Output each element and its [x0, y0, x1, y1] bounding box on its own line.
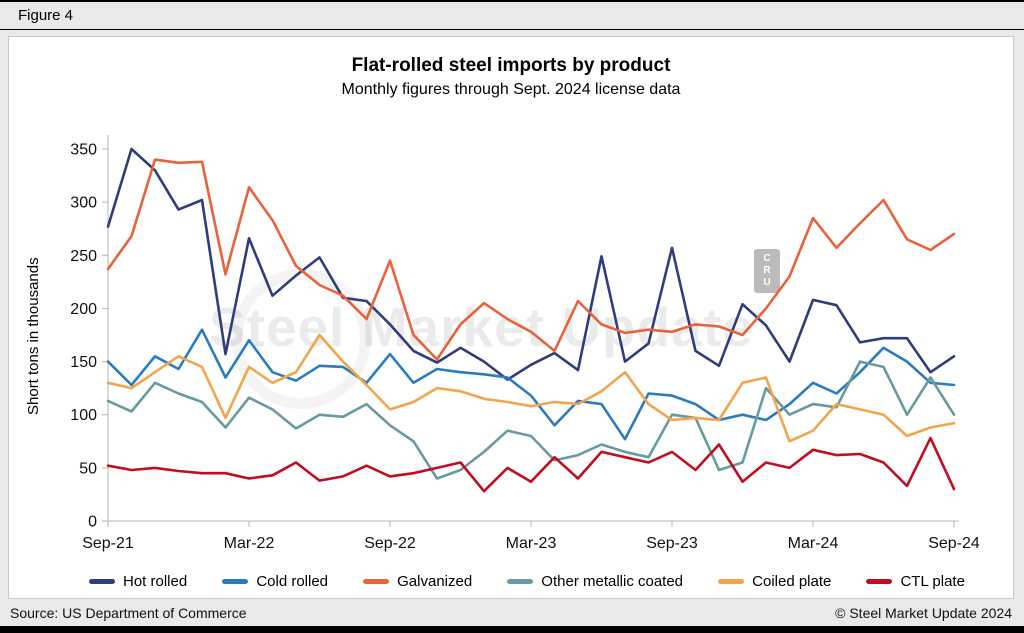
- watermark-ring-logo: [231, 269, 371, 409]
- svg-text:250: 250: [70, 248, 97, 265]
- svg-text:0: 0: [88, 514, 97, 531]
- legend-item-coiled-plate: Coiled plate: [718, 573, 831, 590]
- svg-text:200: 200: [70, 301, 97, 318]
- chart-legend: Hot rolled Cold rolled Galvanized Other met…: [89, 573, 965, 590]
- legend-item-other-metallic-coated: Other metallic coated: [507, 573, 683, 590]
- legend-item-hot-rolled: Hot rolled: [89, 573, 187, 590]
- legend-item-cold-rolled: Cold rolled: [222, 573, 328, 590]
- legend-item-galvanized: Galvanized: [363, 573, 472, 590]
- legend-swatch: [866, 579, 893, 584]
- source-credit: Source: US Department of Commerce: [10, 605, 247, 621]
- watermark-cru-badge: CRU: [754, 249, 780, 293]
- legend-label: Cold rolled: [256, 573, 329, 590]
- chart-subtitle: Monthly figures through Sept. 2024 licen…: [341, 81, 681, 98]
- svg-text:Mar-24: Mar-24: [788, 535, 839, 552]
- svg-text:50: 50: [79, 460, 97, 477]
- svg-text:Sep-23: Sep-23: [646, 535, 698, 552]
- chart-panel: Steel Market Update CRU Flat-rolled stee…: [8, 36, 1014, 599]
- header-rule: [0, 29, 1024, 30]
- svg-text:Sep-22: Sep-22: [364, 535, 416, 552]
- legend-swatch: [718, 579, 745, 584]
- legend-label: Coiled plate: [752, 573, 832, 590]
- svg-text:Sep-21: Sep-21: [82, 535, 134, 552]
- legend-label: CTL plate: [900, 573, 965, 590]
- svg-text:Mar-23: Mar-23: [506, 535, 557, 552]
- svg-text:Sep-24: Sep-24: [928, 535, 980, 552]
- legend-swatch: [89, 579, 115, 584]
- svg-text:Mar-22: Mar-22: [224, 535, 275, 552]
- top-rule: [0, 0, 1024, 2]
- chart-title: Flat-rolled steel imports by product: [351, 55, 671, 76]
- legend-label: Galvanized: [397, 573, 473, 590]
- legend-item-ctl-plate: CTL plate: [866, 573, 965, 590]
- legend-swatch: [363, 579, 390, 584]
- figure-label: Figure 4: [18, 7, 74, 24]
- svg-text:350: 350: [70, 142, 97, 159]
- legend-swatch: [507, 579, 534, 584]
- legend-label: Other metallic coated: [541, 573, 684, 590]
- bottom-rule: [0, 626, 1024, 633]
- svg-text:150: 150: [70, 354, 97, 371]
- chart-svg: 0 50 100 150 200 250 300 350 Sep-21 Mar-22 Sep-22 M…: [70, 135, 980, 552]
- legend-swatch: [222, 579, 249, 584]
- svg-text:300: 300: [70, 195, 97, 212]
- copyright-notice: © Steel Market Update 2024: [835, 605, 1012, 621]
- svg-text:100: 100: [70, 407, 97, 424]
- legend-label: Hot rolled: [123, 573, 188, 590]
